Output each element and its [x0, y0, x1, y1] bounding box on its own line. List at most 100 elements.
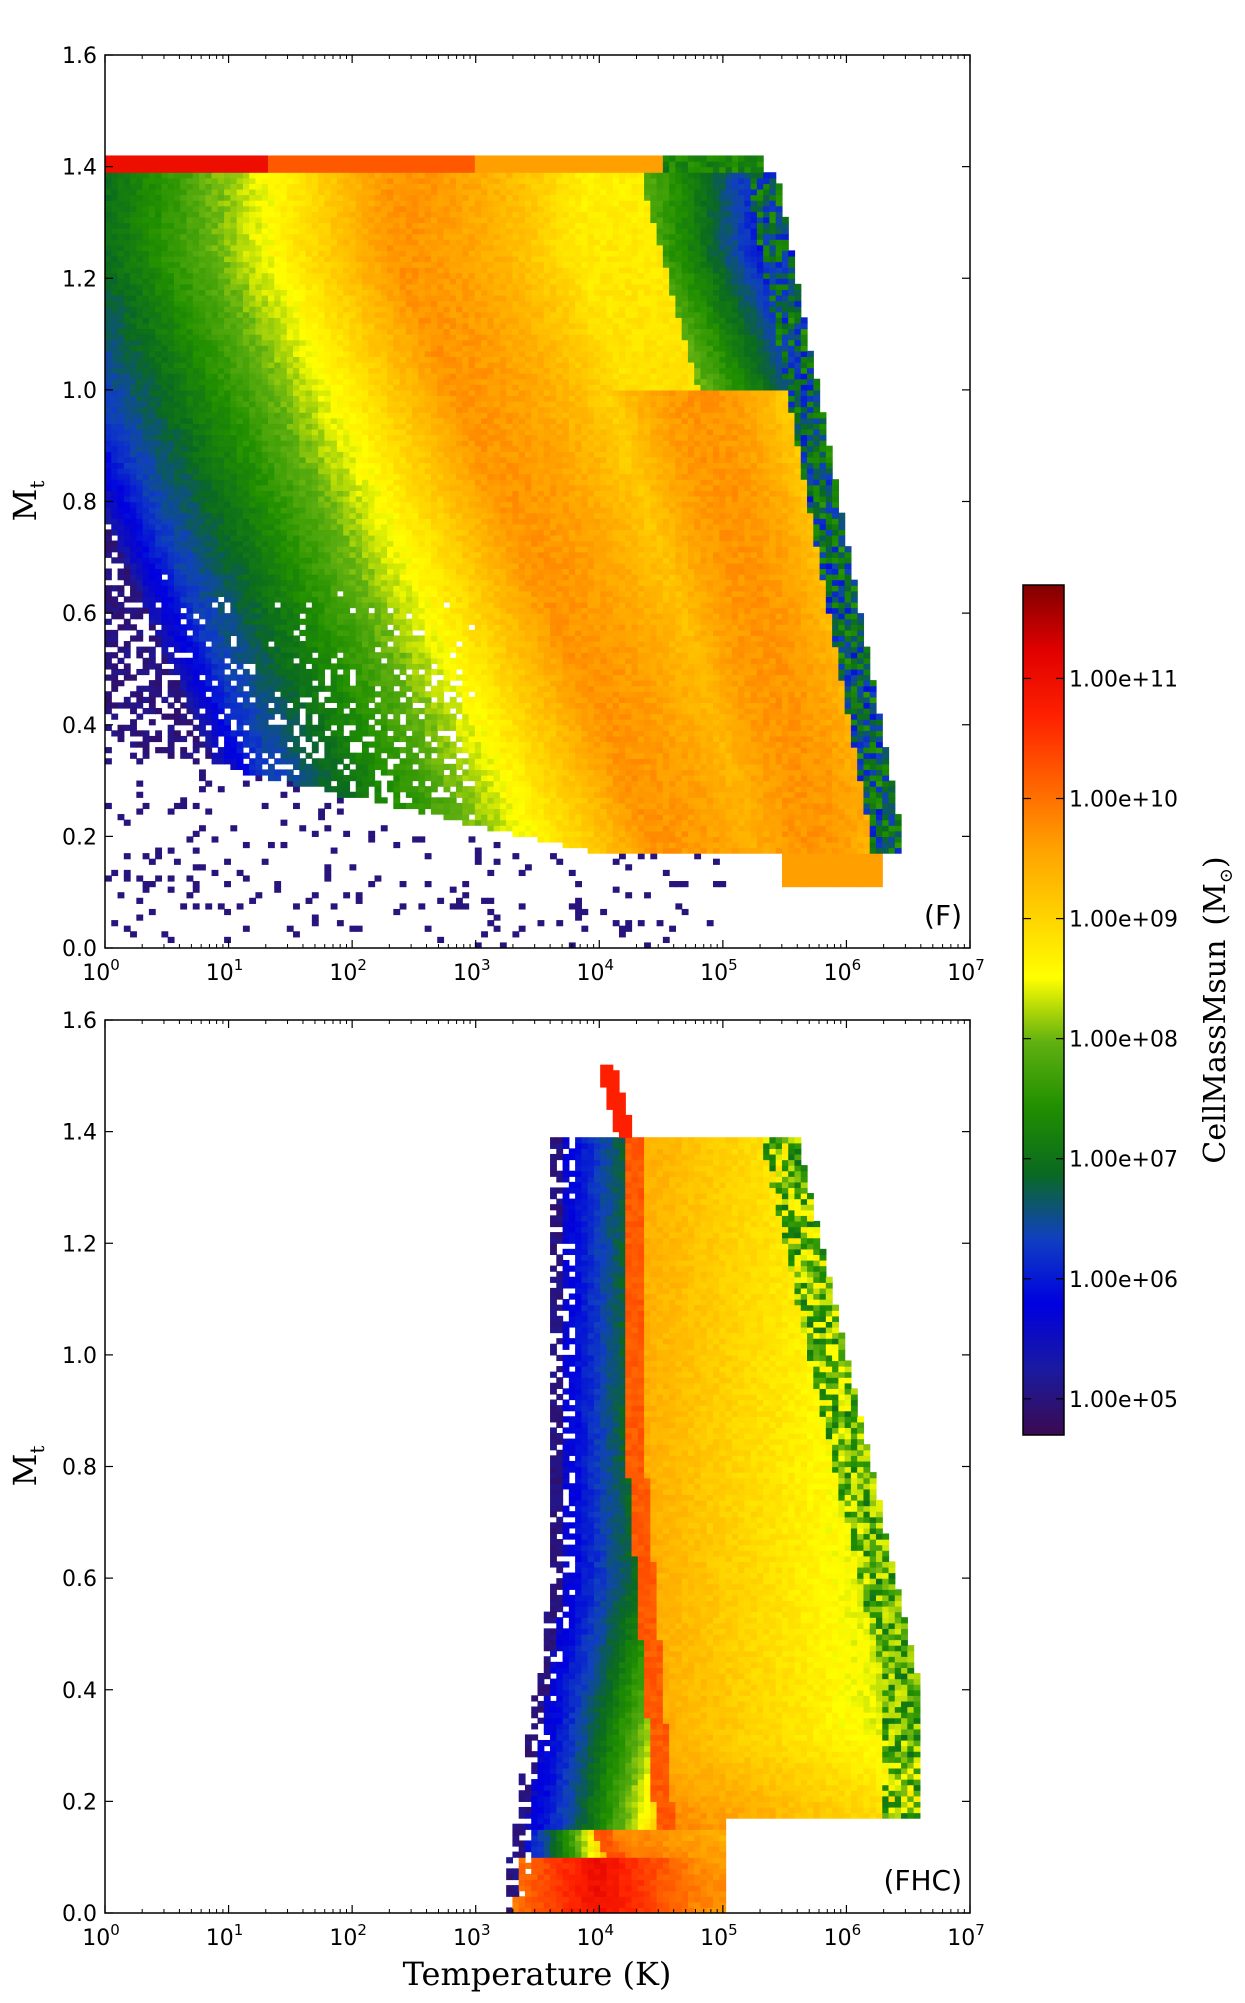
heatmap-cell — [719, 724, 727, 731]
heatmap-cell — [474, 646, 482, 653]
heatmap-cell — [750, 741, 758, 748]
heatmap-cell — [443, 624, 451, 631]
heatmap-cell — [474, 685, 482, 692]
heatmap-cell — [487, 680, 495, 687]
heatmap-cell — [562, 830, 570, 837]
heatmap-cell — [180, 590, 188, 597]
heatmap-cell — [499, 646, 507, 653]
heatmap-cell — [481, 646, 488, 653]
heatmap-cell — [669, 758, 676, 765]
heatmap-cell — [518, 663, 526, 670]
heatmap-cell — [832, 607, 839, 614]
heatmap-cell — [499, 747, 507, 754]
heatmap-cell — [430, 802, 438, 810]
heatmap-cell — [286, 663, 294, 670]
heatmap-cell — [763, 590, 771, 597]
heatmap-cell — [111, 869, 119, 877]
heatmap-cell — [242, 925, 250, 932]
heatmap-cell — [274, 668, 282, 676]
heatmap-cell — [355, 780, 363, 787]
heatmap-cell — [468, 607, 476, 614]
heatmap-cell — [769, 613, 777, 620]
heatmap-cell — [361, 769, 369, 776]
heatmap-cell — [593, 641, 601, 648]
heatmap-cell — [512, 702, 520, 709]
heatmap-cell — [462, 652, 470, 659]
heatmap-cell — [612, 646, 620, 653]
heatmap-cell — [412, 735, 420, 743]
heatmap-cell — [474, 730, 482, 737]
heatmap-cell — [550, 797, 557, 804]
heatmap-cell — [706, 780, 714, 787]
heatmap-cell — [606, 624, 614, 631]
heatmap-cell — [481, 680, 488, 687]
heatmap-cell — [662, 652, 670, 659]
heatmap-cell — [481, 730, 488, 737]
heatmap-cell — [869, 696, 877, 704]
heatmap-cell — [142, 668, 150, 676]
heatmap-cell — [487, 780, 495, 787]
heatmap-cell — [631, 780, 639, 787]
heatmap-cell — [813, 869, 821, 877]
heatmap-cell — [556, 786, 564, 793]
heatmap-cell — [694, 635, 702, 642]
heatmap-cell — [738, 696, 745, 704]
heatmap-cell — [217, 903, 225, 910]
heatmap-cell — [750, 607, 758, 614]
heatmap-cell — [148, 663, 156, 670]
heatmap-cell — [550, 853, 557, 860]
heatmap-cell — [725, 808, 733, 815]
heatmap-cell — [844, 685, 852, 692]
heatmap-cell — [863, 769, 871, 776]
heatmap-cell — [437, 774, 445, 782]
heatmap-cell — [687, 747, 695, 754]
heatmap-cell — [662, 747, 670, 754]
heatmap-cell — [311, 758, 319, 765]
heatmap-cell — [249, 769, 257, 776]
heatmap-cell — [249, 719, 257, 726]
heatmap-cell — [236, 741, 244, 748]
heatmap-cell — [844, 774, 852, 782]
heatmap-cell — [788, 825, 796, 832]
heatmap-cell — [474, 780, 482, 787]
heatmap-cell — [493, 730, 501, 737]
heatmap-cell — [844, 691, 852, 698]
heatmap-cell — [800, 741, 808, 748]
heatmap-cell — [493, 590, 501, 597]
heatmap-cell — [236, 763, 244, 770]
heatmap-cell — [412, 758, 420, 765]
heatmap-cell — [211, 657, 219, 664]
heatmap-cell — [493, 629, 501, 637]
heatmap-cell — [499, 635, 507, 642]
heatmap-cell — [462, 881, 470, 888]
heatmap-cell — [807, 758, 814, 765]
heatmap-cell — [318, 713, 325, 720]
heatmap-cell — [625, 741, 633, 748]
heatmap-cell — [437, 680, 445, 687]
heatmap-cell — [863, 752, 871, 759]
heatmap-cell — [644, 702, 651, 709]
heatmap-cell — [618, 814, 626, 821]
heatmap-cell — [650, 797, 658, 804]
heatmap-cell — [286, 780, 294, 787]
heatmap-cell — [738, 590, 745, 597]
heatmap-cell — [869, 691, 877, 698]
heatmap-cell — [324, 646, 332, 653]
heatmap-cell — [631, 735, 639, 743]
heatmap-cell — [838, 869, 846, 877]
heatmap-cell — [650, 596, 658, 603]
heatmap-cell — [474, 724, 482, 731]
heatmap-cell — [242, 590, 250, 597]
heatmap-cell — [618, 724, 626, 731]
heatmap-cell — [412, 774, 420, 782]
heatmap-cell — [794, 730, 802, 737]
heatmap-cell — [293, 758, 300, 765]
heatmap-cell — [543, 808, 551, 815]
heatmap-cell — [330, 674, 338, 681]
heatmap-cell — [512, 786, 520, 793]
heatmap-cell — [838, 847, 846, 854]
heatmap-cell — [518, 657, 526, 664]
heatmap-cell — [694, 774, 702, 782]
heatmap-cell — [581, 791, 589, 798]
heatmap-cell — [825, 685, 833, 692]
